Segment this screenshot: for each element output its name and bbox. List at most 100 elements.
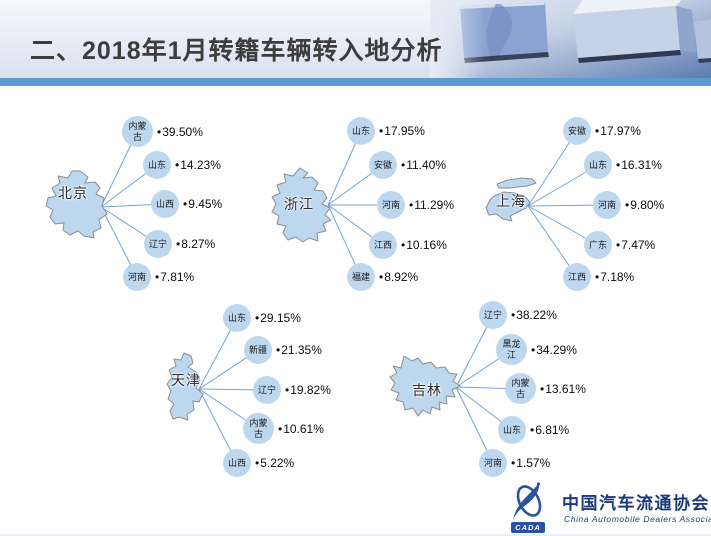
bullet-icon: •: [175, 158, 180, 172]
province-circle[interactable]: 辽宁: [479, 301, 507, 329]
logo-name-english: China Automobile Dealers Association: [564, 514, 711, 524]
bullet-icon: •: [625, 198, 630, 212]
province-name: 广东: [588, 239, 607, 250]
satellite-item: 河南 • 11.29%: [377, 191, 454, 219]
province-name: 安徽: [567, 125, 586, 136]
province-circle[interactable]: 安徽: [369, 151, 397, 179]
satellite-item: 河南 • 1.57%: [479, 449, 550, 477]
province-circle[interactable]: 安徽: [563, 117, 591, 145]
province-name: 山东: [227, 312, 246, 323]
satellite-item: 新疆 • 21.35%: [244, 336, 322, 364]
province-circle[interactable]: 山东: [584, 151, 612, 179]
satellite-item: 江西 • 10.16%: [369, 231, 447, 259]
province-name: 内蒙古: [249, 418, 268, 439]
satellite-item: 内蒙古 • 13.61%: [505, 373, 586, 404]
province-circle[interactable]: 辽宁: [253, 376, 281, 404]
province-circle[interactable]: 山东: [223, 304, 251, 332]
province-circle[interactable]: 内蒙古: [122, 116, 153, 147]
percentage-label: • 6.81%: [530, 423, 569, 437]
province-circle[interactable]: 河南: [123, 263, 151, 291]
province-name: 河南: [597, 199, 616, 210]
percentage-label: • 13.61%: [540, 382, 586, 396]
province-circle[interactable]: 山东: [143, 151, 171, 179]
province-name: 内蒙古: [128, 121, 147, 142]
percent-value: 14.23%: [180, 158, 221, 172]
page-title: 二、2018年1月转籍车辆转入地分析: [30, 37, 443, 65]
map-label-tianjin: 天津: [171, 372, 201, 388]
satellite-item: 山东 • 6.81%: [498, 416, 569, 444]
beijing-map-shape: [45, 170, 108, 239]
percent-value: 29.15%: [260, 311, 301, 325]
cada-badge: CADA: [511, 522, 545, 533]
percentage-label: • 16.31%: [616, 158, 662, 172]
province-circle[interactable]: 山东: [347, 117, 375, 145]
province-circle[interactable]: 河南: [377, 191, 405, 219]
province-circle[interactable]: 福建: [347, 263, 375, 291]
province-circle[interactable]: 江西: [563, 263, 591, 291]
province-circle[interactable]: 辽宁: [144, 230, 172, 258]
zhejiang-map-shape: [271, 167, 332, 243]
percent-value: 38.22%: [516, 308, 557, 322]
percent-value: 11.40%: [406, 158, 447, 172]
province-name: 辽宁: [257, 384, 276, 395]
percentage-label: • 7.47%: [616, 238, 655, 252]
bullet-icon: •: [595, 124, 600, 138]
province-circle[interactable]: 山西: [223, 449, 251, 477]
province-circle[interactable]: 广东: [584, 231, 612, 259]
logo-name-chinese: 中国汽车流通协会: [562, 494, 710, 513]
bullet-icon: •: [511, 308, 516, 322]
cube-icon: [573, 0, 696, 63]
province-circle[interactable]: 河南: [479, 449, 507, 477]
province-name: 福建: [351, 271, 370, 282]
province-circle[interactable]: 山西: [151, 190, 179, 218]
percentage-label: • 10.16%: [401, 238, 447, 252]
province-name: 内蒙古: [511, 378, 530, 399]
percent-value: 7.47%: [621, 238, 656, 252]
percentage-label: • 11.40%: [401, 158, 446, 172]
province-name: 山西: [155, 198, 174, 209]
province-name: 黑龙江: [502, 339, 521, 360]
bullet-icon: •: [183, 197, 188, 211]
percentage-label: • 5.22%: [255, 456, 294, 470]
bullet-icon: •: [379, 270, 384, 284]
bullet-icon: •: [255, 311, 260, 325]
province-circle[interactable]: 新疆: [244, 336, 272, 364]
province-circle[interactable]: 内蒙古: [505, 373, 536, 404]
jilin-map-shape: [389, 355, 461, 417]
bullet-icon: •: [155, 270, 160, 284]
bullet-icon: •: [616, 238, 621, 252]
percentage-label: • 8.27%: [176, 237, 215, 251]
province-circle[interactable]: 黑龙江: [496, 334, 527, 365]
header-decoration-cubes-image: [430, 0, 711, 78]
province-name: 山东: [147, 159, 166, 170]
province-name: 江西: [373, 239, 392, 250]
satellite-item: 黑龙江 • 34.29%: [496, 334, 577, 365]
percentage-label: • 8.92%: [379, 270, 418, 284]
satellite-item: 辽宁 • 8.27%: [144, 230, 215, 258]
satellite-item: 山东 • 16.31%: [584, 151, 662, 179]
bullet-icon: •: [157, 124, 162, 139]
percent-value: 11.29%: [414, 198, 455, 212]
header: 二、2018年1月转籍车辆转入地分析: [0, 0, 711, 78]
bullet-icon: •: [278, 421, 283, 436]
percent-value: 10.61%: [283, 421, 324, 436]
province-circle[interactable]: 江西: [369, 231, 397, 259]
satellite-item: 河南 • 9.80%: [593, 191, 664, 219]
percent-value: 8.27%: [181, 237, 216, 251]
province-circle[interactable]: 内蒙古: [243, 413, 274, 444]
satellite-item: 安徽 • 11.40%: [369, 151, 446, 179]
percentage-label: • 9.80%: [625, 198, 664, 212]
province-name: 安徽: [373, 159, 392, 170]
percentage-label: • 21.35%: [276, 343, 322, 357]
satellite-item: 山西 • 9.45%: [151, 190, 222, 218]
province-circle[interactable]: 河南: [593, 191, 621, 219]
percent-value: 1.57%: [516, 456, 551, 470]
percentage-label: • 7.81%: [155, 270, 194, 284]
province-name: 河南: [127, 271, 146, 282]
satellite-item: 山东 • 17.95%: [347, 117, 425, 145]
province-circle[interactable]: 山东: [498, 416, 526, 444]
bullet-icon: •: [276, 343, 281, 357]
tianjin-map-shape: [166, 352, 204, 421]
bullet-icon: •: [379, 124, 384, 138]
